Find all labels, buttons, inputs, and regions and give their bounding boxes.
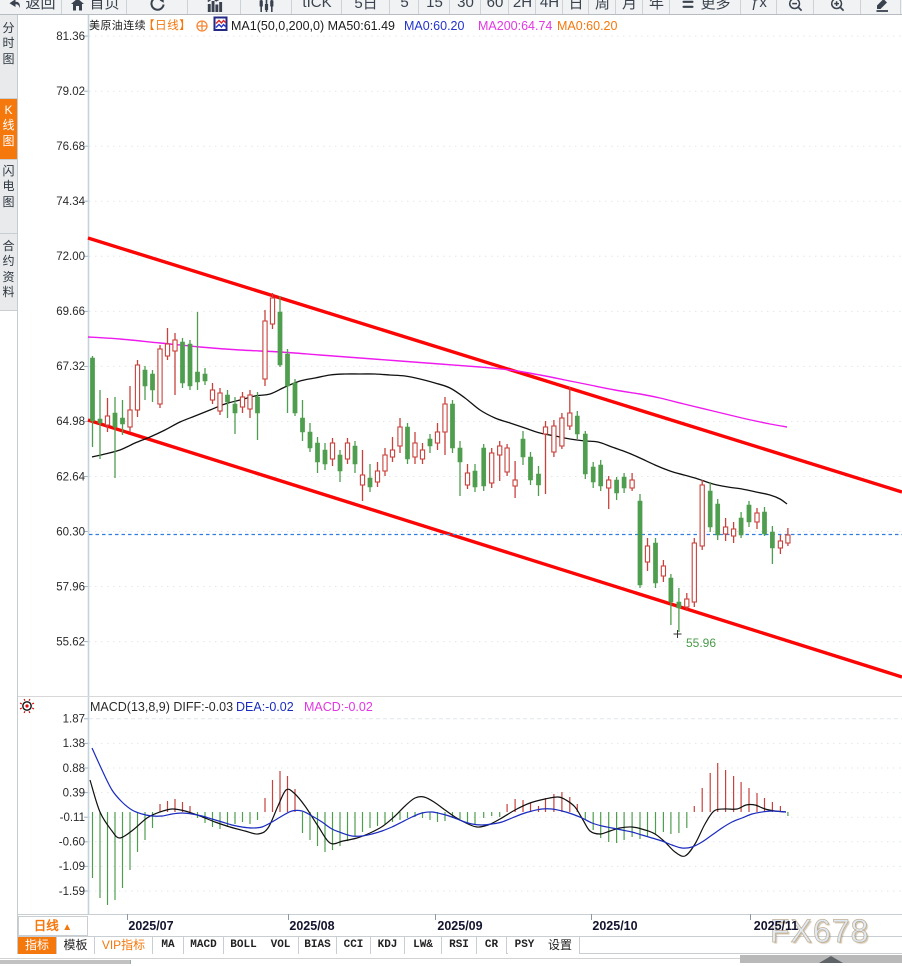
svg-text:76.68: 76.68 [56,141,85,153]
svg-text:62.64: 62.64 [56,471,85,483]
svg-text:-1.59: -1.59 [59,886,85,898]
svg-text:0.88: 0.88 [63,763,85,775]
svg-text:MA0:60.20: MA0:60.20 [557,19,618,33]
svg-text:美原油连续: 美原油连续 [89,18,146,32]
svg-text:74.34: 74.34 [56,196,85,208]
svg-text:-1.09: -1.09 [59,861,85,873]
svg-text:72.00: 72.00 [56,251,85,263]
svg-text:-0.11: -0.11 [60,812,85,824]
svg-text:60.30: 60.30 [56,526,85,538]
svg-text:57.96: 57.96 [56,581,85,593]
svg-text:1.87: 1.87 [63,714,85,726]
svg-text:67.32: 67.32 [56,361,85,373]
svg-text:MA1(50,0,200,0) MA50:61.49: MA1(50,0,200,0) MA50:61.49 [231,19,395,33]
svg-text:69.66: 69.66 [56,306,85,318]
svg-text:-0.60: -0.60 [59,837,85,849]
svg-text:81.36: 81.36 [56,31,85,43]
svg-text:【日线】: 【日线】 [143,18,191,32]
svg-text:DEA:-0.02: DEA:-0.02 [236,700,294,714]
svg-text:MACD:-0.02: MACD:-0.02 [304,700,373,714]
svg-text:55.96: 55.96 [686,636,716,650]
svg-text:64.98: 64.98 [56,416,85,428]
svg-text:MA0:60.20: MA0:60.20 [404,19,465,33]
svg-text:MACD(13,8,9) DIFF:-0.03: MACD(13,8,9) DIFF:-0.03 [90,700,233,714]
svg-text:0.39: 0.39 [63,787,85,799]
svg-text:79.02: 79.02 [56,86,85,98]
svg-text:55.62: 55.62 [56,636,85,648]
svg-text:1.38: 1.38 [63,738,85,750]
svg-text:MA200:64.74: MA200:64.74 [478,19,552,33]
